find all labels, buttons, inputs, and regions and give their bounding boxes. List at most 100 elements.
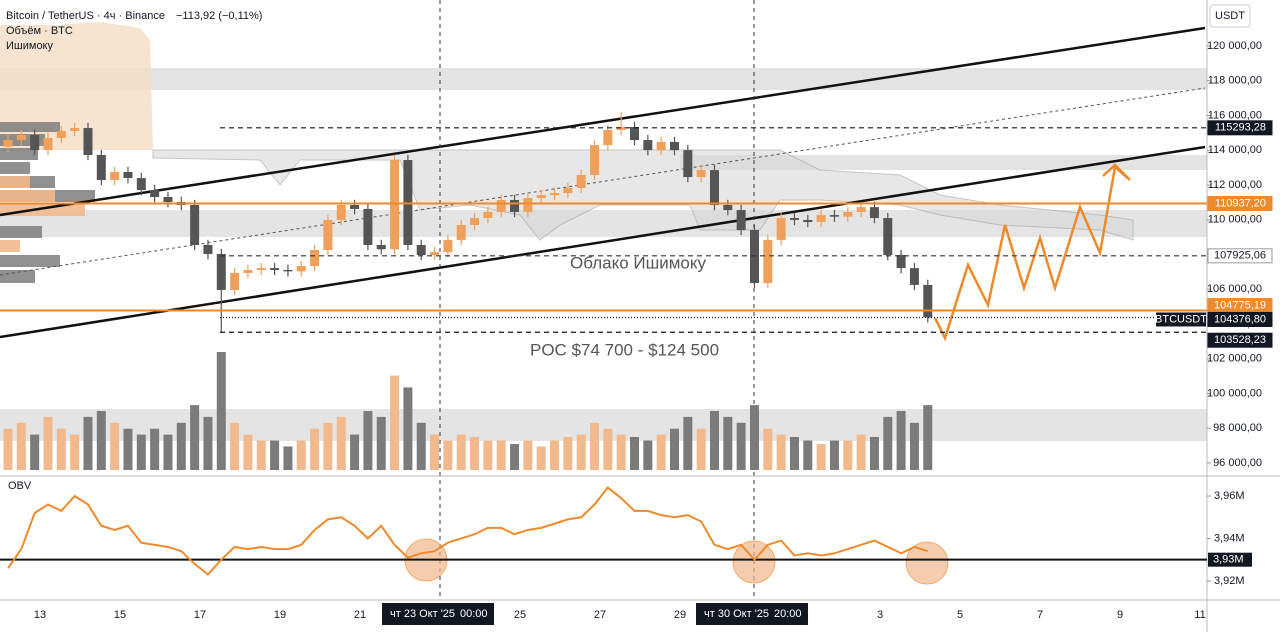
candle-body [829,215,839,217]
volume-bar [723,416,733,470]
price-tag [1207,248,1273,264]
volume-bar [296,440,306,470]
x-tick-label: 29 [674,609,686,621]
candle-body [310,250,320,266]
volume-bar [203,416,213,470]
candle-body [723,205,733,211]
volume-bar [869,436,879,470]
crosshair-time: 00:00 [460,608,488,620]
candle-body [43,137,53,151]
volume-bar [336,416,346,470]
price-tag-label: 107925,06 [1214,250,1266,262]
volume-bar [216,352,226,470]
candle-body [709,170,719,206]
candle-body [883,218,893,256]
candle-body [283,269,293,272]
candle-body [470,218,480,225]
candle-body [376,244,386,250]
crosshair-date: чт 30 Окт '25 [704,608,769,620]
volume-bar [136,434,146,470]
price-tag [1207,120,1273,136]
volume-bar [536,446,546,470]
volume-bar [683,416,693,470]
y-tick-label: 102 000,00 [1207,353,1262,365]
candle-body [123,172,133,179]
price-tag [1207,332,1273,348]
volume-label: Объём · BTC [6,25,73,37]
price-tag-label: 103528,23 [1214,334,1266,346]
y-tick-label: 106 000,00 [1207,283,1262,295]
volume-bar [776,434,786,470]
candle-body [736,210,746,231]
obv-tick-label: 3,92M [1214,575,1245,587]
candle-body [683,150,693,178]
x-tick-label: 5 [957,609,963,621]
candle-body [83,128,93,155]
volume-bar [96,411,106,470]
candle-body [136,178,146,191]
candle-body [670,141,679,151]
candle-body [523,198,533,212]
y-tick-label: 98 000,00 [1213,422,1262,434]
y-tick-label: 116 000,00 [1208,109,1262,121]
candle-body [150,190,160,198]
volume-bar [696,428,706,470]
projection-arrow [1102,163,1129,179]
candle-body [603,129,613,146]
volume-bar [83,416,93,470]
candle-body [230,272,240,290]
volume-bar [70,434,80,470]
candle-body [323,219,333,251]
candle-body [896,255,906,269]
price-tag [1207,311,1273,327]
y-tick-label: 120 000,00 [1207,40,1262,52]
change: −113,92 (−0,11%) [176,10,262,22]
candle-body [536,195,546,199]
candle-body [483,211,493,219]
candle-body [510,199,520,212]
symbol-tag [1156,312,1206,327]
currency[interactable]: USDT [1215,10,1245,22]
candle-body [563,187,573,194]
volume-bar [923,405,933,470]
obv-tag [1208,552,1252,567]
y-tick-label: 114 000,00 [1208,144,1262,156]
volume-bar [590,422,600,470]
crosshair-time: 20:00 [774,608,802,620]
x-tick-label: 15 [114,609,126,621]
volume-bar [523,440,533,470]
candle-body [363,209,373,245]
trend-line [0,87,1206,276]
volume-profile [0,176,85,252]
obv-line [7,486,929,576]
currency-box[interactable] [1209,4,1251,28]
candle-body [590,145,600,175]
volume-bar [816,444,826,470]
x-tick-label: 11 [1194,609,1205,621]
candle-body [390,160,400,250]
volume-bar [176,422,186,470]
candle-body [270,268,280,270]
candle-body [216,254,226,290]
crosshair-tag [382,603,494,625]
volume-bar [416,422,426,470]
candle-body [869,207,879,219]
volume-bar [363,411,373,470]
highlight-circle [905,541,949,585]
candle-body [550,193,560,196]
candle-body [163,197,173,203]
volume-bar [470,436,480,470]
price-tag-label: 104376,80 [1214,313,1266,325]
projection [933,164,1131,342]
volume-bar [603,428,613,470]
volume-bar [190,405,200,470]
obv-title: OBV [8,480,32,492]
candle-body [16,134,26,141]
x-tick-label: 7 [1037,609,1043,621]
volume-bar [163,434,173,470]
price-tag-label: 110937,20 [1215,197,1266,209]
highlight-circle [732,540,776,584]
volume-bar [123,428,133,470]
